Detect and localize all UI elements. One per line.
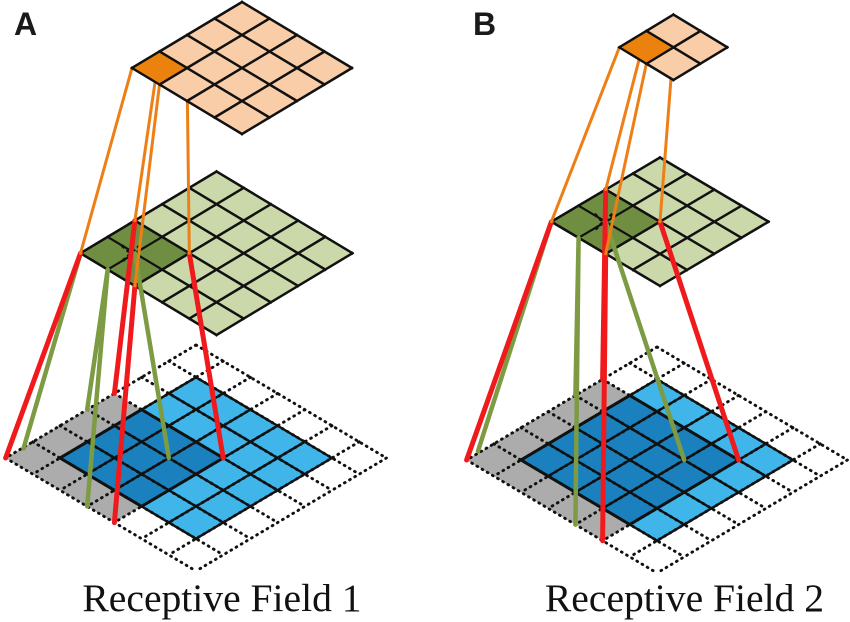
svg-text:Receptive Field 1: Receptive Field 1 [82, 576, 361, 620]
svg-text:Receptive Field 2: Receptive Field 2 [545, 576, 824, 620]
svg-text:A: A [14, 6, 37, 42]
svg-text:B: B [473, 6, 496, 42]
